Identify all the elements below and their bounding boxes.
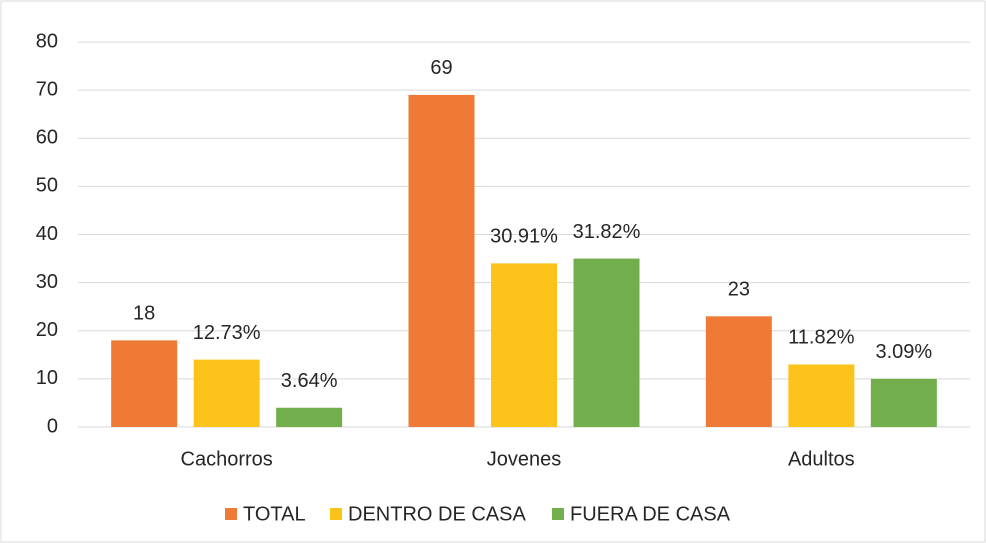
legend-label: TOTAL xyxy=(243,503,306,525)
bar xyxy=(193,359,260,427)
data-label: 3.64% xyxy=(281,370,338,392)
x-tick-label: Adultos xyxy=(788,448,855,470)
y-tick-label: 20 xyxy=(36,319,58,341)
y-tick-label: 80 xyxy=(36,30,58,52)
bar xyxy=(491,263,557,427)
bar xyxy=(408,94,475,427)
x-tick-label: Cachorros xyxy=(181,448,273,470)
bar xyxy=(111,340,178,427)
y-tick-label: 60 xyxy=(36,127,58,149)
bar xyxy=(573,258,640,427)
legend-swatch xyxy=(330,508,342,520)
data-label: 23 xyxy=(728,279,750,301)
legend-label: DENTRO DE CASA xyxy=(348,503,526,525)
bar xyxy=(705,316,772,427)
y-tick-label: 50 xyxy=(36,175,58,197)
bar xyxy=(870,378,937,427)
data-label: 12.73% xyxy=(193,322,261,344)
legend-swatch xyxy=(552,508,564,520)
data-label: 69 xyxy=(430,57,452,79)
data-label: 3.09% xyxy=(875,341,932,363)
y-tick-label: 70 xyxy=(36,78,58,100)
x-tick-label: Jovenes xyxy=(487,448,562,470)
y-tick-label: 40 xyxy=(36,223,58,245)
y-tick-label: 10 xyxy=(36,367,58,389)
y-tick-label: 30 xyxy=(36,271,58,293)
data-label: 31.82% xyxy=(573,221,641,243)
data-label: 11.82% xyxy=(788,327,855,349)
bar xyxy=(788,364,855,427)
y-tick-label: 0 xyxy=(47,415,58,437)
bar xyxy=(276,407,343,427)
legend-label: FUERA DE CASA xyxy=(570,503,731,525)
legend-swatch xyxy=(225,508,237,520)
data-label: 18 xyxy=(133,303,155,325)
data-label: 30.91% xyxy=(490,226,558,248)
